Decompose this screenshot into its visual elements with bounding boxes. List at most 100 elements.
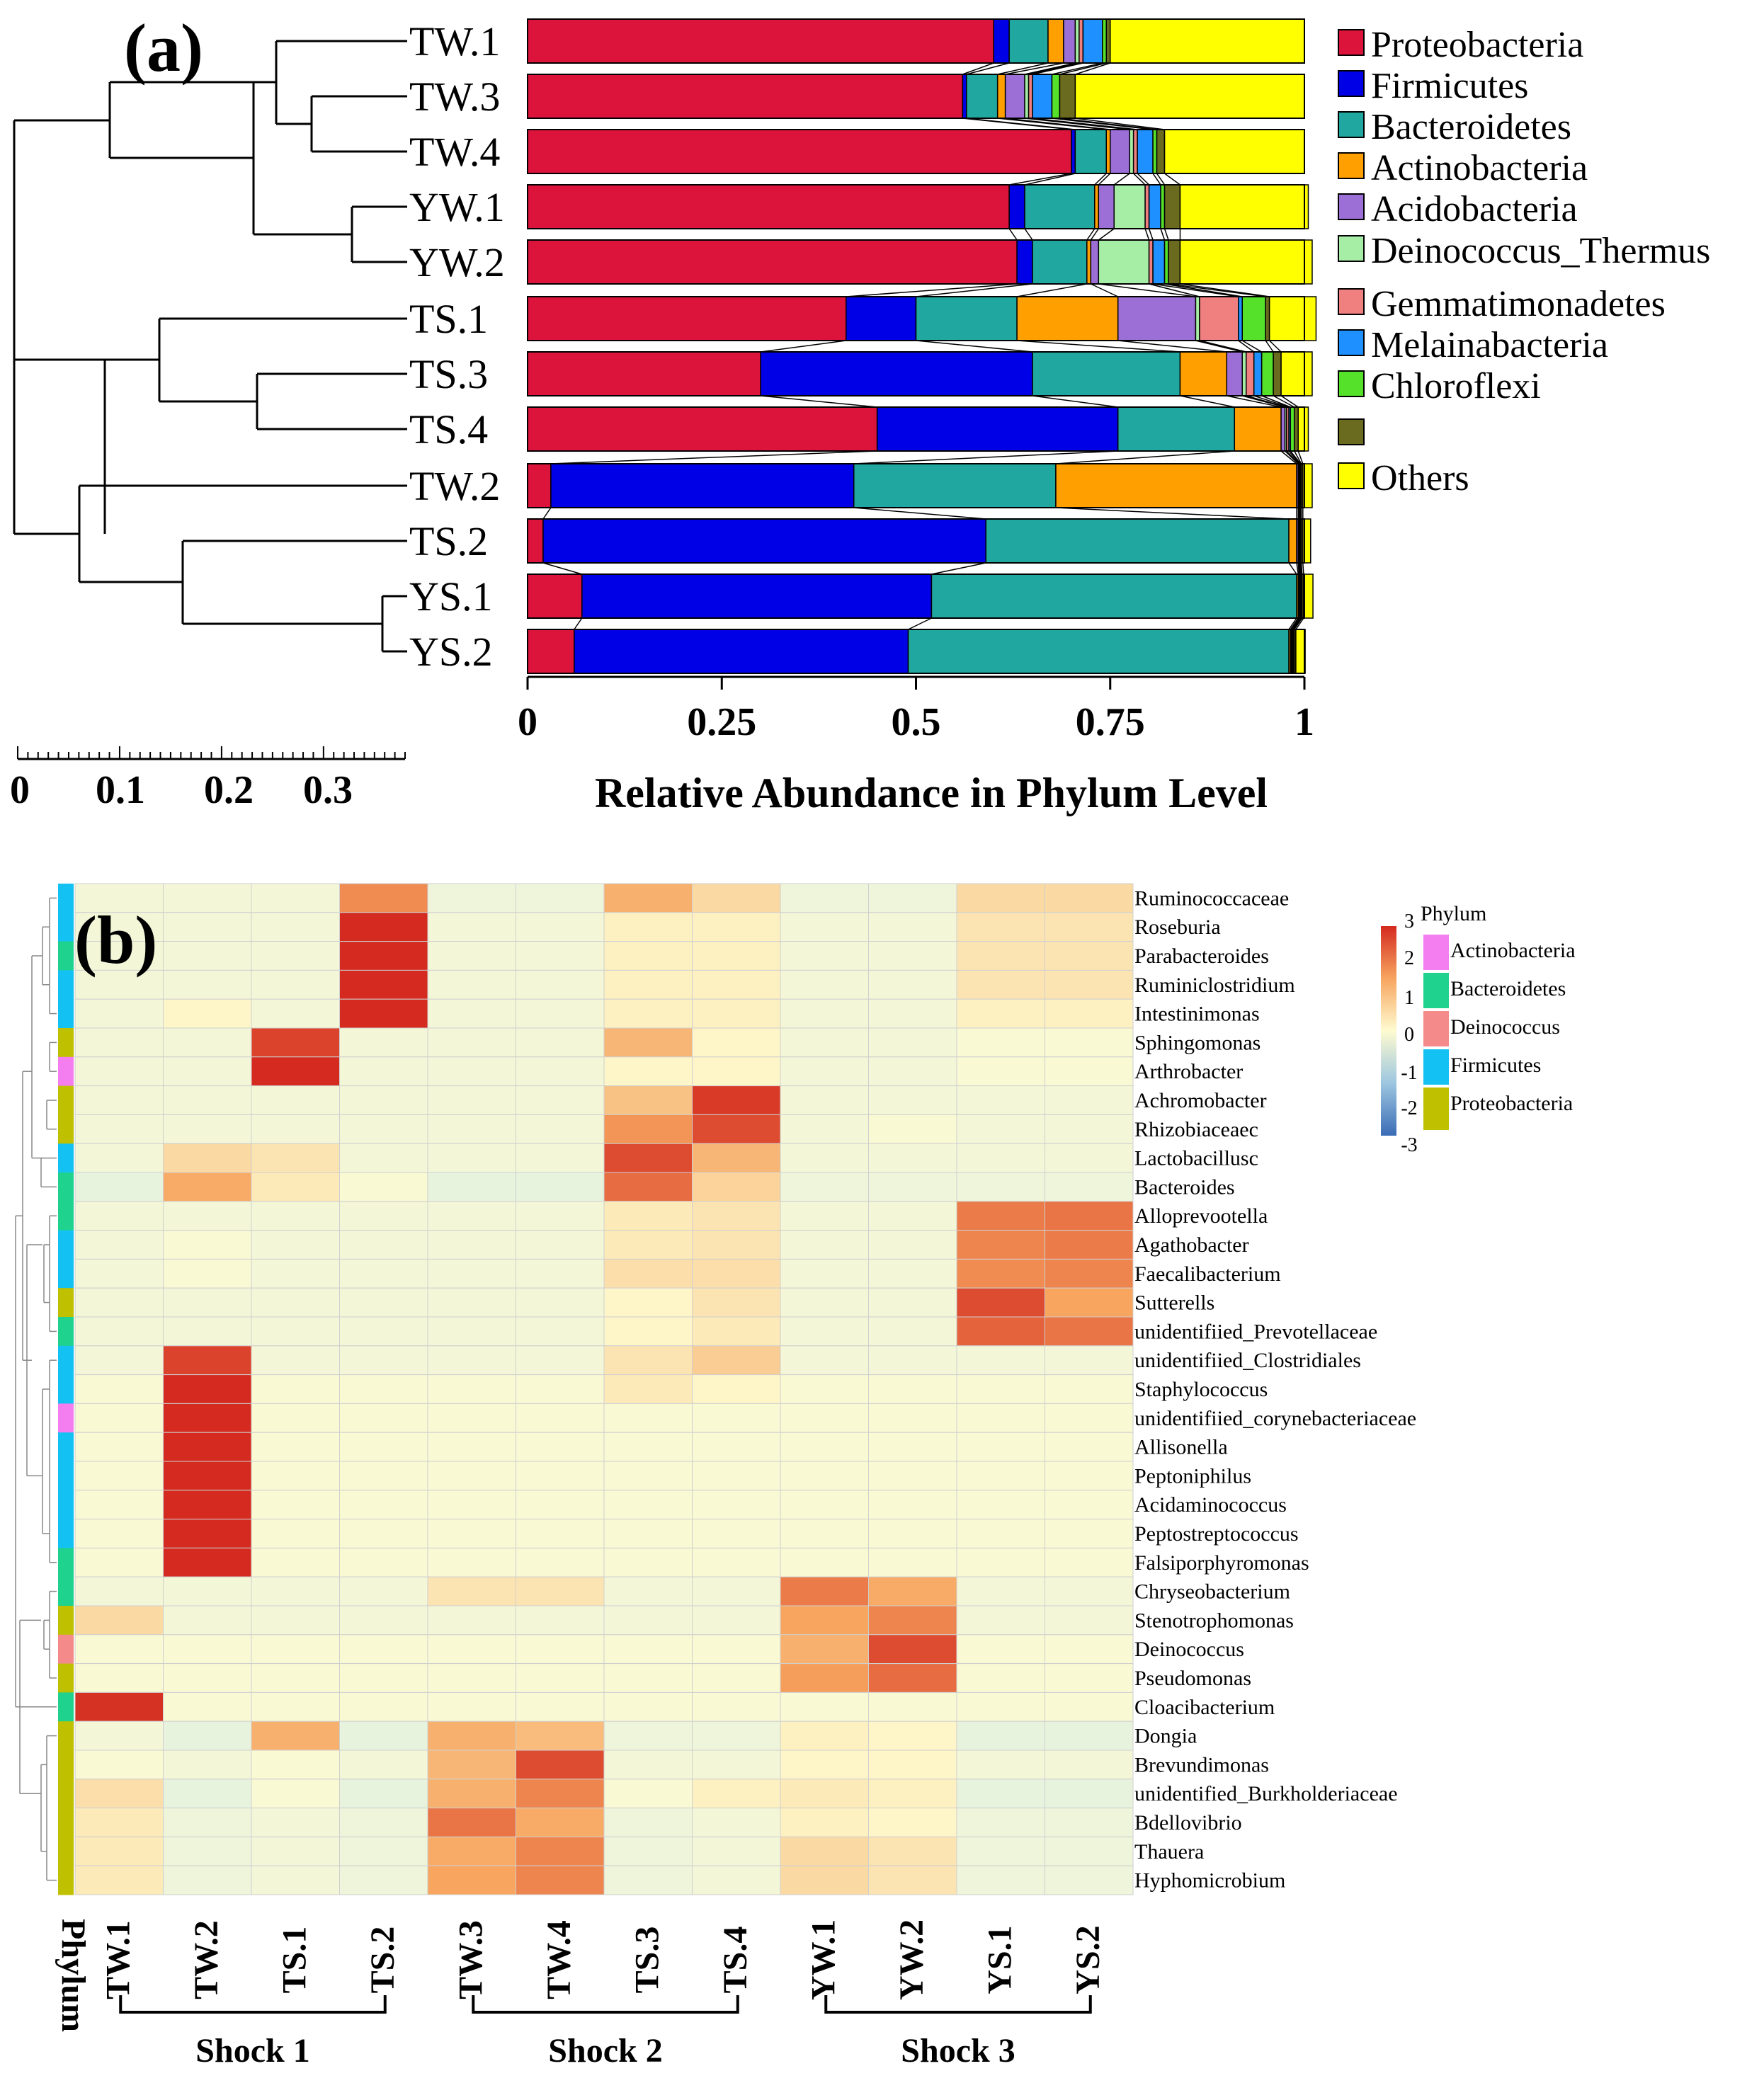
heatmap-cell-unidentifiied_Clostridiales-TS.1 — [251, 1345, 340, 1376]
heatmap-cell-Sphingomonas-YW.1 — [780, 1027, 869, 1058]
heatmap-cell-Chryseobacterium-TS.2 — [339, 1576, 428, 1607]
heatmap-cell-Thauera-TW.1 — [74, 1836, 164, 1866]
bar-TW.1-Others — [1110, 18, 1305, 64]
bar-TW.1-Actinobacteria — [1047, 18, 1064, 64]
bar-TS.1-Proteobacteria — [527, 296, 847, 341]
heatmap-cell-Brevundimonas-YW.2 — [868, 1750, 957, 1780]
heatmap-cell-Achromobacter-YS.2 — [1045, 1085, 1134, 1115]
bar-TW.4-Gemmatimonadetes — [1132, 129, 1138, 174]
heatmap-cell-Falsiporphyromonas-TS.2 — [339, 1547, 428, 1577]
color-scale-tick: -3 — [1401, 1134, 1417, 1156]
column-label: TW.3 — [452, 1920, 489, 1999]
heatmap-cell-Lactobacillusc-TW.2 — [163, 1143, 252, 1173]
bar-TW.1-Gemmatimonadetes — [1079, 18, 1084, 64]
dendrogram-b — [15, 897, 57, 1881]
phylum-strip-cell — [58, 1779, 74, 1809]
connector-line — [846, 283, 1018, 297]
legend-swatch-Deinococcus_Thermus — [1338, 235, 1365, 262]
connector-line — [1024, 62, 1076, 75]
heatmap-cell-Intestinimonas-YW.1 — [780, 998, 869, 1029]
heatmap-cell-Bdellovibrio-YW.2 — [868, 1808, 957, 1837]
connector-line — [1137, 173, 1150, 186]
heatmap-cell-Stenotrophomonas-TW.2 — [163, 1605, 252, 1636]
heatmap-cell-Achromobacter-YW.2 — [868, 1085, 957, 1115]
heatmap-cell-Faecalibacterium-TW.4 — [516, 1258, 605, 1289]
connector-line — [1059, 62, 1107, 75]
heatmap-cell-Staphylococcus-YS.1 — [956, 1374, 1045, 1404]
heatmap-cell-Roseburia-TW.1 — [74, 912, 164, 942]
heatmap-cell-unidentified_Burkholderiaceae-YW.2 — [868, 1779, 957, 1809]
heatmap-cell-Agathobacter-TW.2 — [163, 1230, 252, 1260]
heatmap-cell-Alloprevootella-YW.1 — [780, 1201, 869, 1231]
heatmap-cell-unidentified_Burkholderiaceae-TW.1 — [74, 1779, 164, 1809]
heatmap-cell-Allisonella-TW.4 — [516, 1432, 605, 1462]
bar-YW.2-Actinobacteria — [1086, 239, 1092, 285]
heatmap-cell-Cloacibacterium-TS.2 — [339, 1691, 428, 1722]
phylum-legend-swatch — [1423, 1011, 1449, 1046]
heatmap-cell-Sutterells-YW.2 — [868, 1287, 957, 1318]
heatmap-cell-unidentifiied_Clostridiales-TS.2 — [339, 1345, 428, 1376]
sample-label: TW.1 — [409, 18, 500, 64]
heatmap-cell-Pseudomonas-TW.4 — [516, 1663, 605, 1693]
column-label: TS.4 — [717, 1927, 754, 1994]
heatmap-cell-Deinococcus-TS.2 — [339, 1634, 428, 1665]
heatmap-cell-Achromobacter-TW.1 — [74, 1085, 164, 1115]
heatmap-cell-Allisonella-YS.1 — [956, 1432, 1045, 1462]
bar-YS.1-Proteobacteria — [527, 573, 583, 619]
heatmap-cell-Peptoniphilus-YS.2 — [1045, 1461, 1134, 1491]
heatmap-cell-unidentifiied_corynebacteriaceae-YW.2 — [868, 1403, 957, 1433]
heatmap-cell-unidentifiied_corynebacteriaceae-TS.4 — [692, 1403, 781, 1433]
heatmap-cell-Bdellovibrio-TS.2 — [339, 1808, 428, 1837]
connector-line — [1241, 340, 1263, 353]
group-bracket — [119, 1995, 387, 2014]
connector-line — [550, 450, 877, 464]
heatmap-cell-Peptostreptococcus-TW.2 — [163, 1519, 252, 1548]
heatmap-cell-Dongia-TS.1 — [251, 1720, 340, 1751]
heatmap-cell-Dongia-TS.2 — [339, 1720, 428, 1751]
connector-line — [1091, 283, 1119, 297]
row-label: Lactobacillusc — [1134, 1147, 1258, 1170]
row-label: Peptostreptococcus — [1134, 1522, 1299, 1546]
heatmap-cell-Roseburia-TS.2 — [339, 912, 428, 942]
heatmap-cell-Deinococcus-TW.1 — [74, 1634, 164, 1665]
heatmap-cell-Stenotrophomonas-YS.1 — [956, 1605, 1045, 1636]
heatmap-cell-Chryseobacterium-TS.3 — [603, 1576, 693, 1607]
connector-line — [1160, 228, 1166, 241]
bar-TW.4-unnamed — [1156, 129, 1166, 174]
heatmap-cell-Achromobacter-TS.4 — [692, 1085, 781, 1115]
heatmap-cell-Lactobacillusc-TW.1 — [74, 1143, 164, 1173]
bar-TS.3-Others — [1280, 351, 1313, 396]
bar-TW.4-Chloroflexi — [1152, 129, 1158, 174]
connector-line — [1269, 340, 1282, 353]
heatmap-cell-unidentified_Burkholderiaceae-TS.3 — [603, 1779, 693, 1809]
row-label: Peptoniphilus — [1134, 1464, 1251, 1488]
heatmap-cell-Staphylococcus-TS.2 — [339, 1374, 428, 1404]
connector-line — [1286, 450, 1299, 464]
phylum-legend-title: Phylum — [1421, 902, 1486, 925]
connector-line — [1005, 118, 1110, 130]
bar-TW.1-unnamed — [1105, 18, 1111, 64]
heatmap-cell-Pseudomonas-YW.1 — [780, 1663, 869, 1693]
connector-line — [931, 562, 986, 575]
heatmap-cell-Peptoniphilus-TS.4 — [692, 1461, 781, 1491]
heatmap-cell-Rhizobiaceaec-TS.3 — [603, 1114, 693, 1144]
connector-line — [1032, 62, 1083, 75]
sample-label: TS.4 — [409, 406, 488, 452]
heatmap-cell-Ruminiclostridium-TW.4 — [516, 969, 605, 1000]
phylum-legend-label: Proteobacteria — [1450, 1092, 1573, 1115]
connector-line — [1280, 450, 1297, 464]
group-label: Shock 2 — [548, 2032, 662, 2070]
heatmap-cell-Ruminococcaceae-TW.4 — [516, 883, 605, 913]
column-groups: Shock 1 Shock 2 Shock 3 — [119, 1995, 1092, 2070]
legend-swatch-Melainabacteria — [1338, 329, 1365, 356]
bar-outline-YW.1 — [527, 184, 1305, 229]
connector-line — [1098, 228, 1115, 241]
heatmap-cell-Dongia-TS.3 — [603, 1720, 693, 1751]
connector-line — [908, 617, 932, 630]
scale-label: 0.2 — [204, 768, 254, 812]
heatmap-cell-Allisonella-YW.1 — [780, 1432, 869, 1462]
sample-label: TW.3 — [409, 74, 500, 120]
bar-TW.3-Deinococcus_Thermus — [1024, 74, 1030, 119]
heatmap-cell-Deinococcus-YW.1 — [780, 1634, 869, 1665]
heatmap-cell-Roseburia-TW.2 — [163, 912, 252, 942]
